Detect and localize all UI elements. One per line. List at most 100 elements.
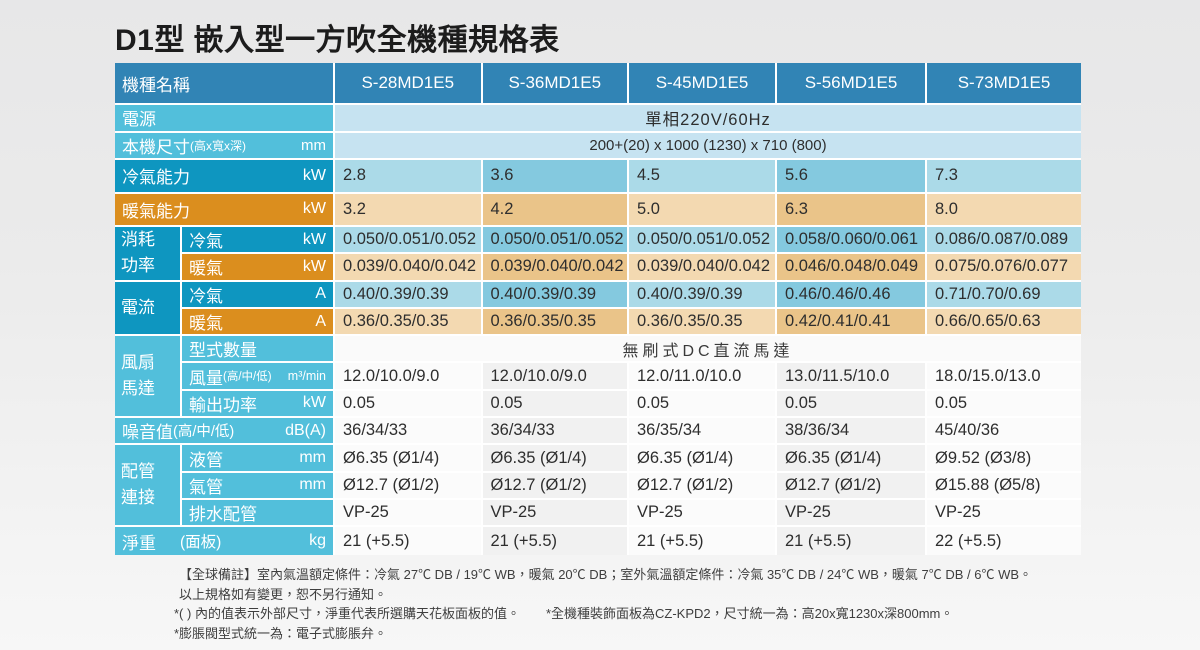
net-weight-value-5: 22 (+5.5) [927, 527, 1081, 556]
drain-pipe-value-1: VP-25 [335, 499, 481, 526]
power-consumption-cooling-value-3: 0.050/0.051/0.052 [629, 227, 775, 253]
row-header-power-consumption-cooling: 冷氣 kW [182, 227, 333, 253]
model-name-header: 機種名稱 [115, 63, 333, 103]
output-power-value-4: 0.05 [777, 390, 925, 417]
liquid-pipe-value-3: Ø6.35 (Ø1/4) [629, 445, 775, 471]
drain-pipe-value-3: VP-25 [629, 499, 775, 526]
current-cooling-value-3: 0.40/0.39/0.39 [629, 281, 775, 307]
net-weight-value-1: 21 (+5.5) [335, 527, 481, 556]
drain-pipe-value-2: VP-25 [482, 499, 627, 526]
row-header-power-consumption-heating: 暖氣 kW [182, 254, 333, 280]
power-value: 單相220V/60Hz [335, 105, 1081, 131]
model-header-3: S-45MD1E5 [629, 63, 775, 103]
row-header-cooling-capacity: 冷氣能力 kW [115, 160, 333, 192]
cooling-capacity-value-5: 7.3 [927, 160, 1081, 192]
net-weight-value-4: 21 (+5.5) [777, 527, 925, 556]
noise-value-3: 36/35/34 [629, 418, 775, 444]
liquid-pipe-value-2: Ø6.35 (Ø1/4) [482, 445, 627, 471]
cooling-capacity-value-1: 2.8 [335, 160, 481, 192]
airflow-value-1: 12.0/10.0/9.0 [335, 363, 481, 389]
group-header-current: 電流 [115, 281, 180, 335]
net-weight-value-2: 21 (+5.5) [482, 527, 627, 556]
drain-pipe-value-5: VP-25 [927, 499, 1081, 526]
row-header-output-power: 輸出功率 kW [182, 390, 333, 417]
airflow-value-4: 13.0/11.5/10.0 [777, 363, 925, 389]
row-header-gas-pipe: 氣管 mm [182, 472, 333, 498]
gas-pipe-value-1: Ø12.7 (Ø1/2) [335, 472, 481, 498]
row-header-current-heating: 暖氣 A [182, 308, 333, 335]
group-header-piping: 配管連接 [115, 445, 180, 526]
dimensions-value: 200+(20) x 1000 (1230) x 710 (800) [335, 132, 1081, 158]
power-consumption-cooling-value-2: 0.050/0.051/0.052 [482, 227, 627, 253]
group-header-fan-motor: 風扇馬達 [115, 336, 180, 417]
row-header-current-cooling: 冷氣 A [182, 281, 333, 307]
note-line-4: *膨脹閥型式統一為：電子式膨脹弁。 [174, 625, 388, 641]
current-cooling-value-1: 0.40/0.39/0.39 [335, 281, 481, 307]
page-title: D1型 嵌入型一方吹全機種規格表 [115, 24, 560, 57]
power-consumption-heating-value-2: 0.039/0.040/0.042 [482, 254, 627, 280]
airflow-value-5: 18.0/15.0/13.0 [927, 363, 1081, 389]
model-header-4: S-56MD1E5 [777, 63, 925, 103]
model-header-1: S-28MD1E5 [335, 63, 481, 103]
row-header-liquid-pipe: 液管 mm [182, 445, 333, 471]
current-cooling-value-4: 0.46/0.46/0.46 [777, 281, 925, 307]
model-name-label: 機種名稱 [122, 75, 190, 95]
heating-capacity-value-1: 3.2 [335, 193, 481, 225]
liquid-pipe-value-4: Ø6.35 (Ø1/4) [777, 445, 925, 471]
noise-value-5: 45/40/36 [927, 418, 1081, 444]
noise-value-1: 36/34/33 [335, 418, 481, 444]
row-header-airflow: 風量 (高/中/低) m³/min [182, 363, 333, 389]
note-line-2: 以上規格如有變更，恕不另行通知。 [179, 586, 388, 602]
heating-capacity-value-5: 8.0 [927, 193, 1081, 225]
row-header-noise: 噪音值 (高/中/低) dB(A) [115, 418, 333, 444]
note-line-3a: *( ) 內的值表示外部尺寸，淨重代表所選購天花板面板的值。 [174, 606, 520, 621]
row-header-heating-capacity: 暖氣能力 kW [115, 193, 333, 225]
current-cooling-value-2: 0.40/0.39/0.39 [482, 281, 627, 307]
current-heating-value-2: 0.36/0.35/0.35 [482, 308, 627, 335]
note-line-3b: *全機種裝飾面板為CZ-KPD2，尺寸統一為：高20x寬1230x深800mm。 [545, 606, 954, 621]
drain-pipe-value-4: VP-25 [777, 499, 925, 526]
cooling-capacity-value-3: 4.5 [629, 160, 775, 192]
footnotes: 【全球備註】室內氣溫額定條件：冷氣 27℃ DB / 19℃ WB，暖氣 20℃… [174, 565, 1032, 643]
row-header-dimensions: 本機尺寸 (高x寬x深) mm [115, 132, 333, 158]
power-consumption-heating-value-1: 0.039/0.040/0.042 [335, 254, 481, 280]
model-header-5: S-73MD1E5 [927, 63, 1081, 103]
power-consumption-heating-value-4: 0.046/0.048/0.049 [777, 254, 925, 280]
note-line-1: 【全球備註】室內氣溫額定條件：冷氣 27℃ DB / 19℃ WB，暖氣 20℃… [179, 567, 1033, 582]
output-power-value-1: 0.05 [335, 390, 481, 417]
row-header-power: 電源 [115, 105, 333, 131]
noise-value-4: 38/36/34 [777, 418, 925, 444]
row-header-motor-type: 型式數量 [182, 336, 333, 362]
power-consumption-cooling-value-1: 0.050/0.051/0.052 [335, 227, 481, 253]
row-header-drain-pipe: 排水配管 [182, 499, 333, 526]
motor-type-value: 無刷式DC直流馬達 [335, 336, 1081, 362]
heating-capacity-value-3: 5.0 [629, 193, 775, 225]
gas-pipe-value-2: Ø12.7 (Ø1/2) [482, 472, 627, 498]
gas-pipe-value-5: Ø15.88 (Ø5/8) [927, 472, 1081, 498]
liquid-pipe-value-5: Ø9.52 (Ø3/8) [927, 445, 1081, 471]
noise-value-2: 36/34/33 [482, 418, 627, 444]
model-header-2: S-36MD1E5 [482, 63, 627, 103]
power-consumption-cooling-value-4: 0.058/0.060/0.061 [777, 227, 925, 253]
power-consumption-heating-value-3: 0.039/0.040/0.042 [629, 254, 775, 280]
row-header-net-weight: 淨重 (面板) kg [115, 527, 333, 556]
heating-capacity-value-4: 6.3 [777, 193, 925, 225]
gas-pipe-value-4: Ø12.7 (Ø1/2) [777, 472, 925, 498]
cooling-capacity-value-2: 3.6 [482, 160, 627, 192]
power-consumption-cooling-value-5: 0.086/0.087/0.089 [927, 227, 1081, 253]
airflow-value-2: 12.0/10.0/9.0 [482, 363, 627, 389]
output-power-value-5: 0.05 [927, 390, 1081, 417]
current-heating-value-1: 0.36/0.35/0.35 [335, 308, 481, 335]
gas-pipe-value-3: Ø12.7 (Ø1/2) [629, 472, 775, 498]
spec-table: 機種名稱 S-28MD1E5 S-36MD1E5 S-45MD1E5 S-56M… [115, 63, 1081, 556]
output-power-value-2: 0.05 [482, 390, 627, 417]
liquid-pipe-value-1: Ø6.35 (Ø1/4) [335, 445, 481, 471]
cooling-capacity-value-4: 5.6 [777, 160, 925, 192]
current-cooling-value-5: 0.71/0.70/0.69 [927, 281, 1081, 307]
airflow-value-3: 12.0/11.0/10.0 [629, 363, 775, 389]
heating-capacity-value-2: 4.2 [482, 193, 627, 225]
current-heating-value-4: 0.42/0.41/0.41 [777, 308, 925, 335]
net-weight-value-3: 21 (+5.5) [629, 527, 775, 556]
note-line-3: *( ) 內的值表示外部尺寸，淨重代表所選購天花板面板的值。 *全機種裝飾面板為C… [174, 604, 1032, 624]
